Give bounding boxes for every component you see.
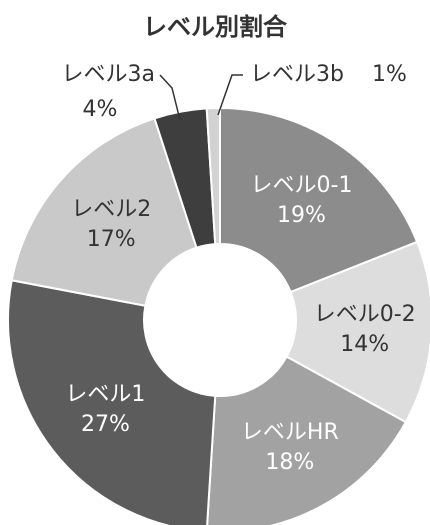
value-label: 19% [277, 203, 326, 228]
value-label: 4% [83, 97, 118, 122]
donut-slice [219, 106, 419, 294]
value-label: 18% [265, 450, 314, 475]
value-label: 17% [87, 227, 136, 252]
value-label: 14% [340, 332, 389, 357]
slice-label: レベル2 [71, 197, 151, 222]
donut-slice [7, 279, 217, 525]
leader-line [217, 74, 243, 116]
donut-slice [206, 355, 408, 525]
leader-line [159, 74, 181, 121]
slice-label: レベル0-2 [314, 302, 416, 327]
chart-title: レベル別割合 [143, 13, 288, 41]
slice-label: レベル1 [65, 382, 145, 407]
slice-label: レベル3a [62, 62, 155, 87]
donut-slice [205, 106, 221, 246]
slice-label: レベル3b [250, 62, 344, 87]
donut-slice [10, 117, 198, 307]
value-label: 1% [372, 62, 407, 87]
slice-label: レベル0-1 [251, 173, 353, 198]
slice-label: レベルHR [241, 420, 339, 445]
value-label: 27% [81, 412, 130, 437]
